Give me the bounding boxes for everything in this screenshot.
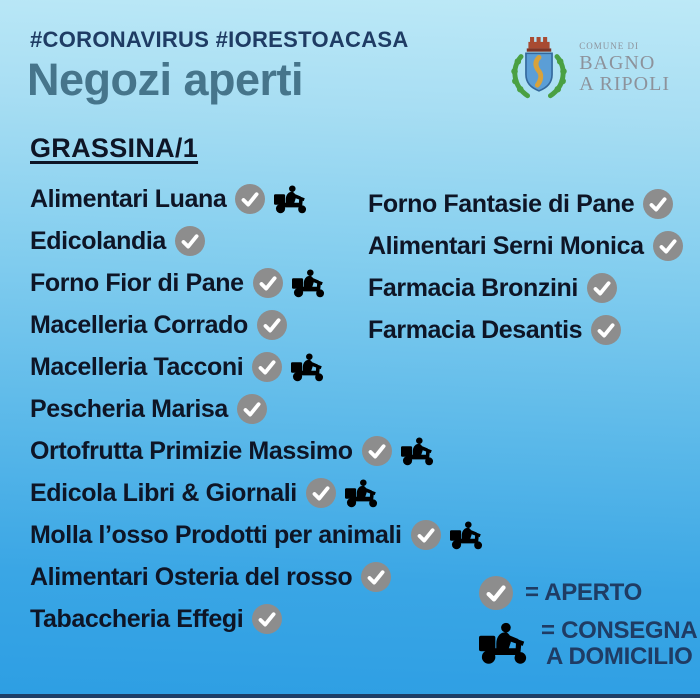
shop-name: Molla l’osso Prodotti per animali: [30, 520, 402, 549]
shop-item: Molla l’osso Prodotti per animali: [30, 514, 484, 556]
shop-name: Alimentari Serni Monica: [368, 231, 644, 260]
shop-item: Tabaccheria Effegi: [30, 598, 484, 640]
open-check-icon: [411, 520, 441, 550]
bottom-edge: [0, 698, 700, 700]
municipality-name: COMUNE DI BAGNO A RIPOLI: [579, 41, 670, 95]
page-title: Negozi aperti: [27, 54, 304, 105]
shop-name: Tabaccheria Effegi: [30, 604, 244, 633]
shop-name: Edicola Libri & Giornali: [30, 478, 297, 507]
open-check-icon: [252, 352, 282, 382]
open-check-icon: [175, 226, 205, 256]
shop-item: Edicola Libri & Giornali: [30, 472, 484, 514]
open-check-icon: [591, 315, 621, 345]
shop-name: Forno Fior di Pane: [30, 268, 244, 297]
shop-item: Alimentari Luana: [30, 178, 484, 220]
shop-item: Forno Fantasie di Pane: [368, 183, 683, 225]
legend-delivery-line2: A DOMICILIO: [546, 642, 693, 670]
legend-delivery-label: = CONSEGNA A DOMICILIO: [541, 617, 698, 670]
shop-name: Pescheria Marisa: [30, 394, 228, 423]
delivery-scooter-icon: [291, 353, 325, 382]
shop-name: Macelleria Corrado: [30, 310, 248, 339]
check-circle-icon: [479, 576, 513, 610]
shop-item: Alimentari Serni Monica: [368, 225, 683, 267]
open-check-icon: [361, 562, 391, 592]
logo-line-comune-di: COMUNE DI: [579, 41, 639, 52]
legend-delivery-line1: = CONSEGNA: [541, 617, 698, 644]
coat-of-arms-icon: [508, 28, 570, 108]
shop-list-left: Alimentari Luana Edicolandia Forno Fior …: [30, 178, 484, 640]
shop-name: Edicolandia: [30, 226, 166, 255]
open-check-icon: [643, 189, 673, 219]
open-check-icon: [653, 231, 683, 261]
shop-name: Farmacia Desantis: [368, 315, 583, 344]
delivery-scooter-icon: [479, 622, 529, 665]
open-check-icon: [257, 310, 287, 340]
legend-delivery-row: = CONSEGNA A DOMICILIO: [479, 617, 698, 670]
open-check-icon: [252, 604, 282, 634]
section-heading: GRASSINA/1: [30, 133, 199, 163]
legend-open-row: = APERTO: [479, 576, 697, 610]
hashtags: #CORONAVIRUS #IORESTOACASA: [30, 27, 409, 52]
delivery-scooter-icon: [450, 521, 484, 550]
delivery-scooter-icon: [401, 437, 435, 466]
shop-name: Farmacia Bronzini: [368, 273, 578, 302]
shop-name: Alimentari Luana: [30, 184, 227, 213]
shop-name: Forno Fantasie di Pane: [368, 189, 635, 218]
shop-item: Alimentari Osteria del rosso: [30, 556, 484, 598]
logo-line-bagno: BAGNO: [579, 52, 656, 75]
shop-name: Macelleria Tacconi: [30, 352, 244, 381]
shop-item: Forno Fior di Pane: [30, 262, 484, 304]
shop-name: Ortofrutta Primizie Massimo: [30, 436, 353, 465]
municipality-logo: COMUNE DI BAGNO A RIPOLI: [508, 28, 670, 108]
bottom-bar: [0, 694, 700, 698]
open-check-icon: [253, 268, 283, 298]
shop-name: Alimentari Osteria del rosso: [30, 562, 353, 591]
shop-item: Farmacia Desantis: [368, 309, 683, 351]
legend-open-label: = APERTO: [525, 579, 642, 607]
shop-item: Farmacia Bronzini: [368, 267, 683, 309]
shop-item: Edicolandia: [30, 220, 484, 262]
shop-item: Macelleria Corrado: [30, 304, 484, 346]
open-check-icon: [237, 394, 267, 424]
delivery-scooter-icon: [345, 479, 379, 508]
legend: = APERTO = CONSEGNA A DOMICILIO: [479, 576, 698, 670]
shop-list-right: Forno Fantasie di Pane Alimentari Serni …: [368, 183, 683, 351]
delivery-scooter-icon: [292, 269, 326, 298]
shop-item: Pescheria Marisa: [30, 388, 484, 430]
shop-item: Ortofrutta Primizie Massimo: [30, 430, 484, 472]
shop-item: Macelleria Tacconi: [30, 346, 484, 388]
open-check-icon: [587, 273, 617, 303]
delivery-scooter-icon: [274, 185, 308, 214]
open-check-icon: [235, 184, 265, 214]
logo-line-a-ripoli: A RIPOLI: [579, 72, 670, 95]
open-check-icon: [362, 436, 392, 466]
open-check-icon: [306, 478, 336, 508]
